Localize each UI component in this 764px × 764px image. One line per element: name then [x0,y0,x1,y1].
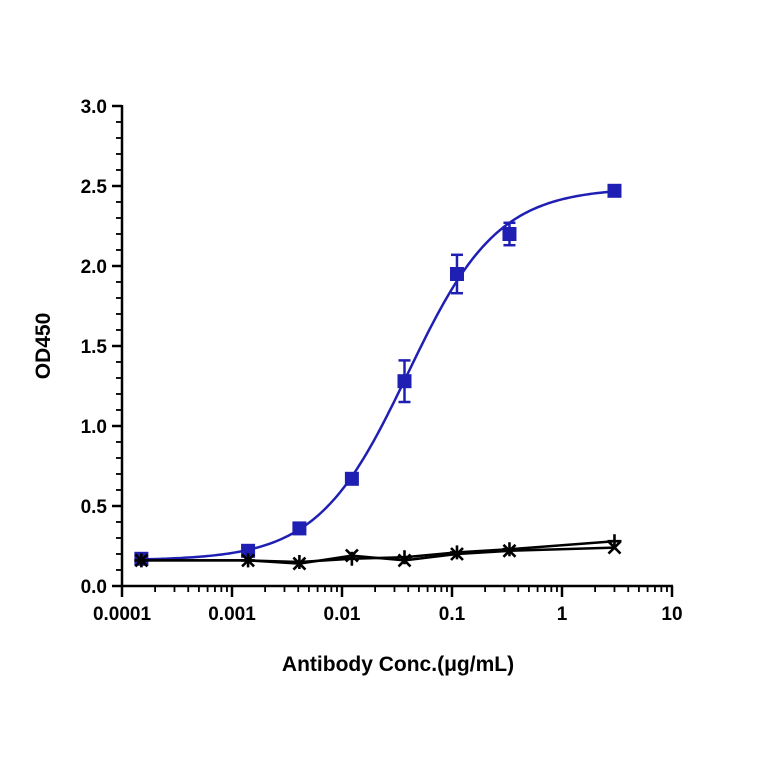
series-1-point [502,227,517,241]
y-axis-title: OD450 [32,313,55,380]
series-1-point [241,543,256,558]
series-1-point [292,521,307,536]
axes: 0.0 0.5 1.0 1.5 2.0 2.5 3.0 0.0001 0.001 0.01 0.1 1… [81,97,683,625]
series-3-point [134,553,149,568]
series-1-point [449,267,464,281]
x-tick-label: 0.0001 [93,604,152,625]
series-3-point [397,550,412,565]
x-tick-label: 10 [661,604,682,625]
x-tick-label: 0.001 [208,604,256,625]
y-tick-label: 0.5 [81,497,108,518]
series-3-point [292,555,307,569]
series-1-point [344,471,359,486]
series-1-point [397,374,412,389]
series-layer [134,183,622,571]
series-3-point [344,551,359,566]
y-tick-label: 2.0 [81,257,107,278]
x-axis-title: Antibody Conc.(μg/mL) [282,653,514,676]
x-tick-label: 1 [557,604,568,625]
x-tick-label: 0.01 [324,604,361,625]
series-3-point [502,542,517,557]
series-3-point [241,553,256,568]
y-tick-label: 3.0 [81,97,107,118]
x-tick-label: 0.1 [439,604,466,625]
y-tick-label: 1.5 [81,337,108,358]
series-3-curve [141,539,615,564]
series-3-point [607,534,622,549]
series-1-point [607,183,622,198]
series-1-curve [141,190,615,561]
y-tick-label: 0.0 [81,577,107,598]
y-tick-label: 2.5 [81,177,108,198]
series-3-point [449,545,464,560]
y-tick-label: 1.0 [81,417,107,438]
